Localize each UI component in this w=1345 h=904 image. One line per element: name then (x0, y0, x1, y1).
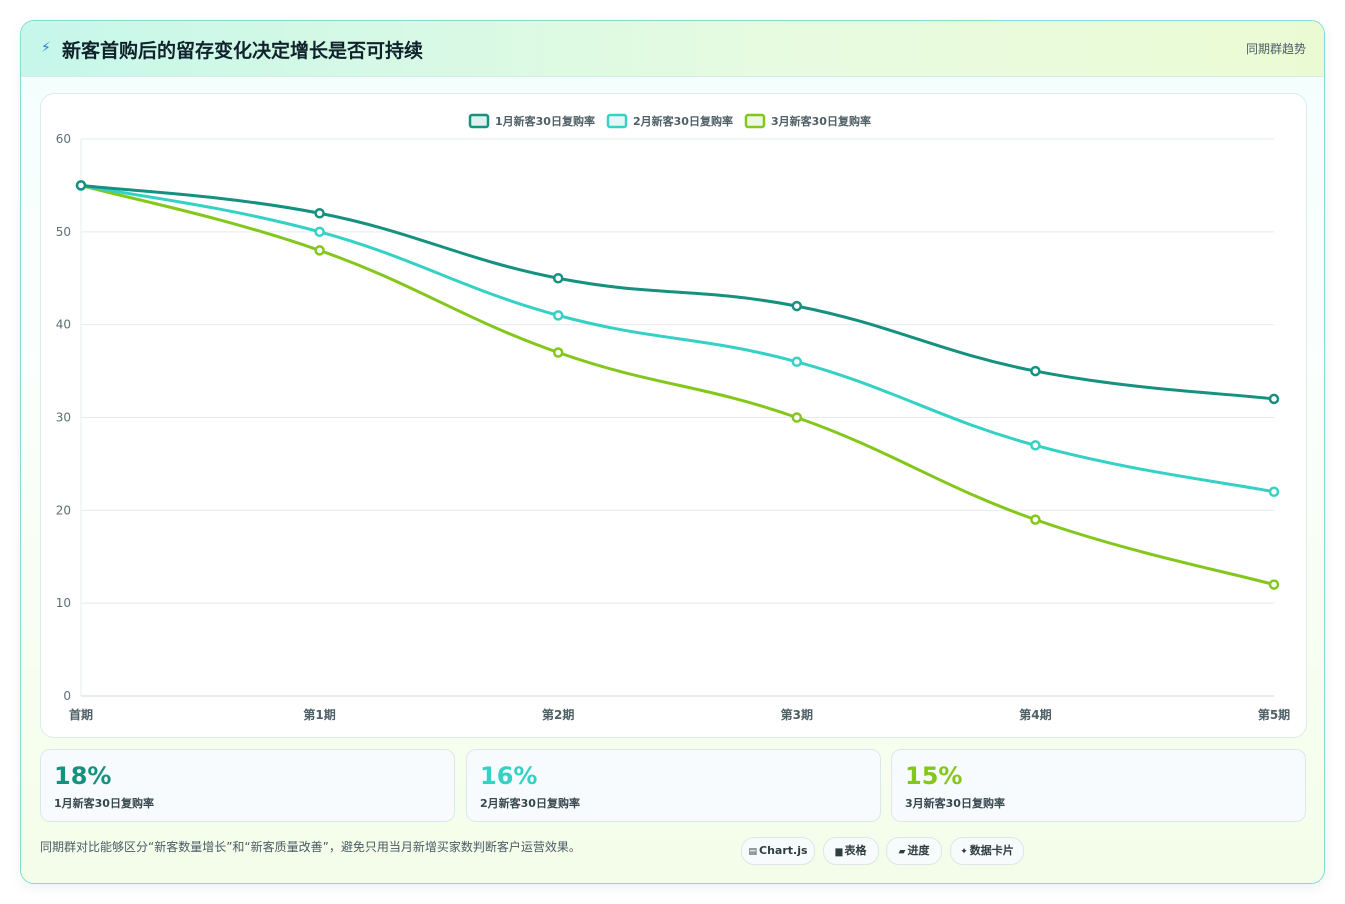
series-line (80, 183, 1275, 587)
x-tick-label: 第4期 (1019, 707, 1051, 722)
kpi-value: 15% (905, 762, 963, 790)
data-point (552, 273, 564, 284)
kpi-label: 1月新客30日复购率 (54, 797, 154, 810)
data-point (1268, 579, 1280, 590)
retention-line-chart: 0 10 20 30 40 50 60 首期 第1期 第2期 第3期 第4期 第5期 1月新客30日复购率… (56, 113, 1290, 722)
kpi-value: 16% (480, 762, 538, 790)
chip-progress[interactable]: ▰ 进度 (886, 837, 942, 865)
data-point (1030, 440, 1041, 451)
chip-label: 表格 (844, 844, 867, 857)
data-point (75, 180, 87, 191)
data-point (791, 356, 803, 368)
chip-data-card[interactable]: ✦ 数据卡片 (950, 837, 1024, 865)
chart-icon: ▤ (748, 847, 757, 857)
chip-label: 进度 (907, 844, 930, 857)
data-point (1268, 393, 1280, 405)
y-tick-label: 10 (56, 596, 71, 610)
legend-swatch (468, 113, 490, 129)
data-point (791, 300, 803, 312)
kpi-card-jan: 18% 1月新客30日复购率 (40, 749, 455, 822)
data-point (552, 347, 564, 358)
x-tick-label: 第5期 (1258, 707, 1290, 722)
y-tick-label: 40 (56, 318, 71, 332)
x-tick-label: 首期 (69, 707, 93, 722)
chip-table[interactable]: ▆ 表格 (823, 837, 879, 865)
data-card-icon: ✦ (960, 847, 968, 857)
y-tick-label: 0 (63, 689, 71, 703)
data-point (552, 310, 564, 321)
chart-panel: 0 10 20 30 40 50 60 首期 第1期 第2期 第3期 第4期 第5期 1月新客30日复购率… (40, 93, 1307, 738)
chip-label: Chart.js (759, 844, 808, 857)
kpi-label: 3月新客30日复购率 (905, 797, 1005, 810)
kpi-value: 18% (54, 762, 112, 790)
card-title: 新客首购后的留存变化决定增长是否可持续 (62, 40, 424, 62)
kpi-card-feb: 16% 2月新客30日复购率 (466, 749, 881, 822)
footer-note: 同期群对比能够区分“新客数量增长”和“新客质量改善”，避免只用当月新增买家数判断… (40, 840, 581, 854)
x-tick-label: 第1期 (303, 707, 335, 722)
legend-label: 1月新客30日复购率 (495, 114, 595, 128)
kpi-row: 18% 1月新客30日复购率 16% 2月新客30日复购率 15% 3月新客30… (40, 749, 1306, 822)
card-header: ⚡ 新客首购后的留存变化决定增长是否可持续 同期群趋势 (21, 21, 1324, 77)
y-tick-label: 30 (56, 411, 71, 425)
x-tick-label: 第3期 (781, 707, 813, 722)
chip-chartjs[interactable]: ▤ Chart.js (741, 837, 815, 865)
data-point (1268, 486, 1280, 498)
progress-icon: ▰ (898, 847, 906, 857)
data-point (314, 245, 325, 256)
y-tick-label: 50 (56, 225, 71, 239)
series-line (80, 183, 1275, 401)
chip-label: 数据卡片 (969, 844, 1014, 857)
legend-swatch (744, 113, 766, 129)
legend-label: 2月新客30日复购率 (633, 114, 733, 128)
data-point (791, 412, 803, 423)
data-point (314, 208, 325, 219)
kpi-label: 2月新客30日复购率 (480, 797, 580, 810)
data-point (1030, 365, 1041, 377)
legend-swatch (606, 113, 628, 129)
cohort-card: ⚡ 新客首购后的留存变化决定增长是否可持续 同期群趋势 0 10 20 30 40 50 6… (20, 20, 1325, 884)
data-point (1030, 514, 1041, 525)
x-tick-label: 第2期 (542, 707, 574, 722)
series-line (80, 183, 1275, 494)
table-icon: ▆ (835, 847, 843, 857)
data-point (314, 226, 325, 238)
kpi-card-mar: 15% 3月新客30日复购率 (891, 749, 1306, 822)
chart-type-tag: 同期群趋势 (1245, 42, 1306, 56)
y-tick-label: 20 (56, 503, 71, 517)
legend-label: 3月新客30日复购率 (771, 114, 871, 128)
y-tick-label: 60 (56, 132, 71, 146)
lightning-icon: ⚡ (41, 40, 51, 56)
